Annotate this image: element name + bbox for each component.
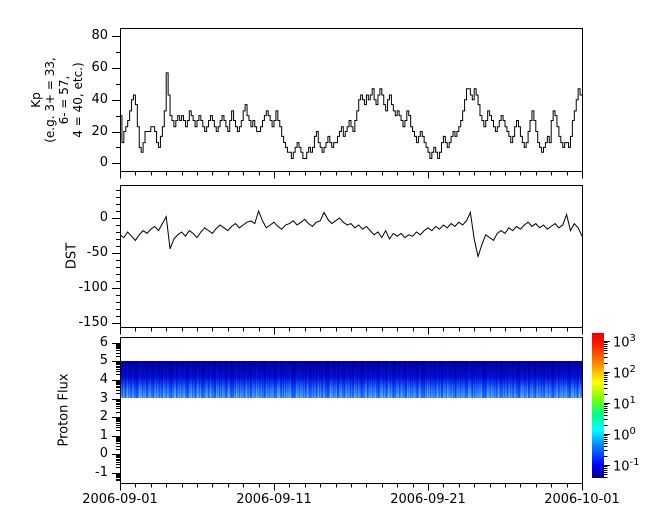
colorbar-tick-label: 100 xyxy=(613,426,636,444)
kp-y-tick-label: 80 xyxy=(91,28,108,44)
kp-y-tick-label: 0 xyxy=(99,155,108,171)
x-tick-label: 2006-09-21 xyxy=(390,492,466,507)
proton-y-tick-label: 0 xyxy=(99,446,108,462)
kp-axis-label-line2: (e.g. 3+ = 33, xyxy=(43,57,57,143)
proton-y-tick-label: 3 xyxy=(99,390,108,406)
x-tick-label: 2006-09-01 xyxy=(82,492,158,507)
dst-y-tick-label: -50 xyxy=(86,245,108,260)
proton-y-tick-label: 6 xyxy=(99,334,108,350)
colorbar-gradient xyxy=(592,333,604,478)
kp-y-tick-label: 20 xyxy=(91,123,108,139)
x-tick-label: 2006-09-11 xyxy=(236,492,312,507)
dst-y-tick-label: -100 xyxy=(78,280,108,295)
proton-y-tick-label: 4 xyxy=(99,372,108,387)
colorbar-tick-label: 103 xyxy=(613,333,636,351)
proton-flux-spectrogram xyxy=(120,361,582,398)
kp-axis-label-line1: Kp xyxy=(29,92,43,108)
colorbar-tick-label: 10-1 xyxy=(613,457,640,475)
proton-y-tick-label: 5 xyxy=(99,353,108,369)
kp-line xyxy=(120,72,582,160)
colorbar-tick-label: 101 xyxy=(613,395,636,413)
dst-line xyxy=(119,209,583,259)
colorbar-tick-label: 102 xyxy=(613,364,636,382)
kp-y-tick-label: 40 xyxy=(91,91,108,107)
proton-y-tick-label: 1 xyxy=(99,427,108,443)
proton-flux-plot-area xyxy=(120,337,583,484)
kp-y-tick-label: 60 xyxy=(91,60,108,76)
proton-y-tick-label: -1 xyxy=(95,465,108,480)
dst-y-tick-label: 0 xyxy=(99,210,108,225)
proton-y-tick-label: 2 xyxy=(99,409,108,425)
x-tick-label: 2006-10-01 xyxy=(544,492,620,507)
dst-y-tick-label: -150 xyxy=(78,315,108,330)
kp-plot-area xyxy=(120,28,583,172)
dst-plot-area xyxy=(120,185,583,328)
